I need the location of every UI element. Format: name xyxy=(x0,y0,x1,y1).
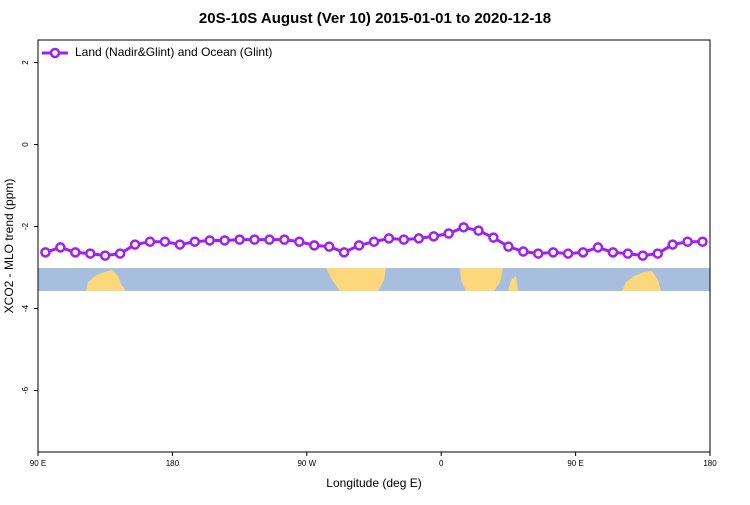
data-point xyxy=(114,248,126,259)
y-tick-label: 0 xyxy=(21,142,30,147)
data-point xyxy=(70,247,81,258)
y-tick-label: -2 xyxy=(21,222,30,230)
data-point xyxy=(697,236,708,247)
x-tick-label: 90 E xyxy=(30,459,46,468)
data-point xyxy=(547,247,559,258)
data-point xyxy=(398,234,410,245)
data-point xyxy=(279,234,290,245)
y-tick-label: -6 xyxy=(21,386,30,394)
data-point xyxy=(622,248,634,259)
x-tick-label: 180 xyxy=(703,459,717,468)
data-point xyxy=(368,236,380,247)
data-point xyxy=(503,241,514,252)
land-patches xyxy=(86,268,661,291)
data-point xyxy=(518,246,529,257)
data-point xyxy=(562,248,574,259)
data-point xyxy=(309,240,320,251)
data-point xyxy=(458,222,469,233)
x-tick-label: 180 xyxy=(166,459,180,468)
x-axis-label: Longitude (deg E) xyxy=(326,476,421,490)
data-point xyxy=(189,236,201,247)
data-point xyxy=(682,236,693,247)
data-point xyxy=(55,242,66,253)
data-point xyxy=(249,234,260,245)
data-point xyxy=(607,247,619,258)
data-point xyxy=(99,250,111,261)
legend-label: Land (Nadir&Glint) and Ocean (Glint) xyxy=(75,45,272,59)
data-point xyxy=(428,231,439,242)
y-axis-label: XCO2 - MLO trend (ppm) xyxy=(2,179,16,314)
data-point xyxy=(533,248,544,259)
data-point xyxy=(473,225,484,236)
y-tick-label: 2 xyxy=(21,60,30,65)
data-point xyxy=(159,236,171,247)
data-point xyxy=(219,235,230,246)
data-point xyxy=(204,235,215,246)
data-point xyxy=(383,233,395,244)
data-point xyxy=(577,247,589,258)
data-point xyxy=(353,240,365,251)
plot-frame xyxy=(37,39,711,453)
data-point xyxy=(144,236,156,247)
data-point xyxy=(592,242,604,253)
data-point xyxy=(338,247,350,258)
legend-marker xyxy=(49,47,61,59)
data-point xyxy=(667,239,678,250)
data-point xyxy=(443,228,454,239)
data-point xyxy=(652,248,663,259)
data-point xyxy=(40,247,51,258)
chart-title: 20S-10S August (Ver 10) 2015-01-01 to 20… xyxy=(199,10,551,27)
x-tick-label: 90 E xyxy=(567,459,583,468)
data-point xyxy=(264,234,275,245)
data-point xyxy=(85,248,96,259)
data-point xyxy=(323,241,335,252)
data-point xyxy=(129,239,141,250)
data-point xyxy=(488,232,499,243)
x-tick-label: 0 xyxy=(439,459,444,468)
x-tick-label: 90 W xyxy=(297,459,316,468)
data-point xyxy=(294,236,305,247)
data-point xyxy=(174,239,186,250)
data-point xyxy=(637,250,649,261)
data-point xyxy=(413,233,425,244)
y-tick-label: -4 xyxy=(21,304,30,312)
data-point xyxy=(234,234,245,245)
